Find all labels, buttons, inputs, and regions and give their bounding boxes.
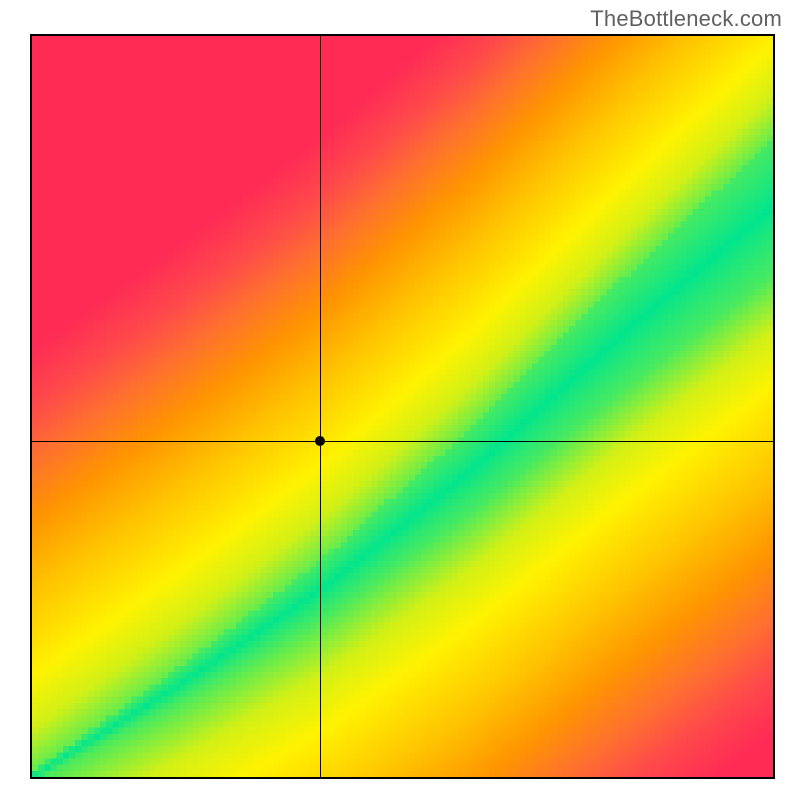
watermark-text: TheBottleneck.com bbox=[590, 6, 782, 32]
crosshair-horizontal bbox=[32, 441, 773, 442]
marker-dot bbox=[315, 436, 325, 446]
crosshair-vertical bbox=[320, 36, 321, 777]
chart-container: TheBottleneck.com bbox=[0, 0, 800, 800]
heatmap-canvas bbox=[32, 36, 773, 777]
heatmap-plot bbox=[30, 34, 775, 779]
